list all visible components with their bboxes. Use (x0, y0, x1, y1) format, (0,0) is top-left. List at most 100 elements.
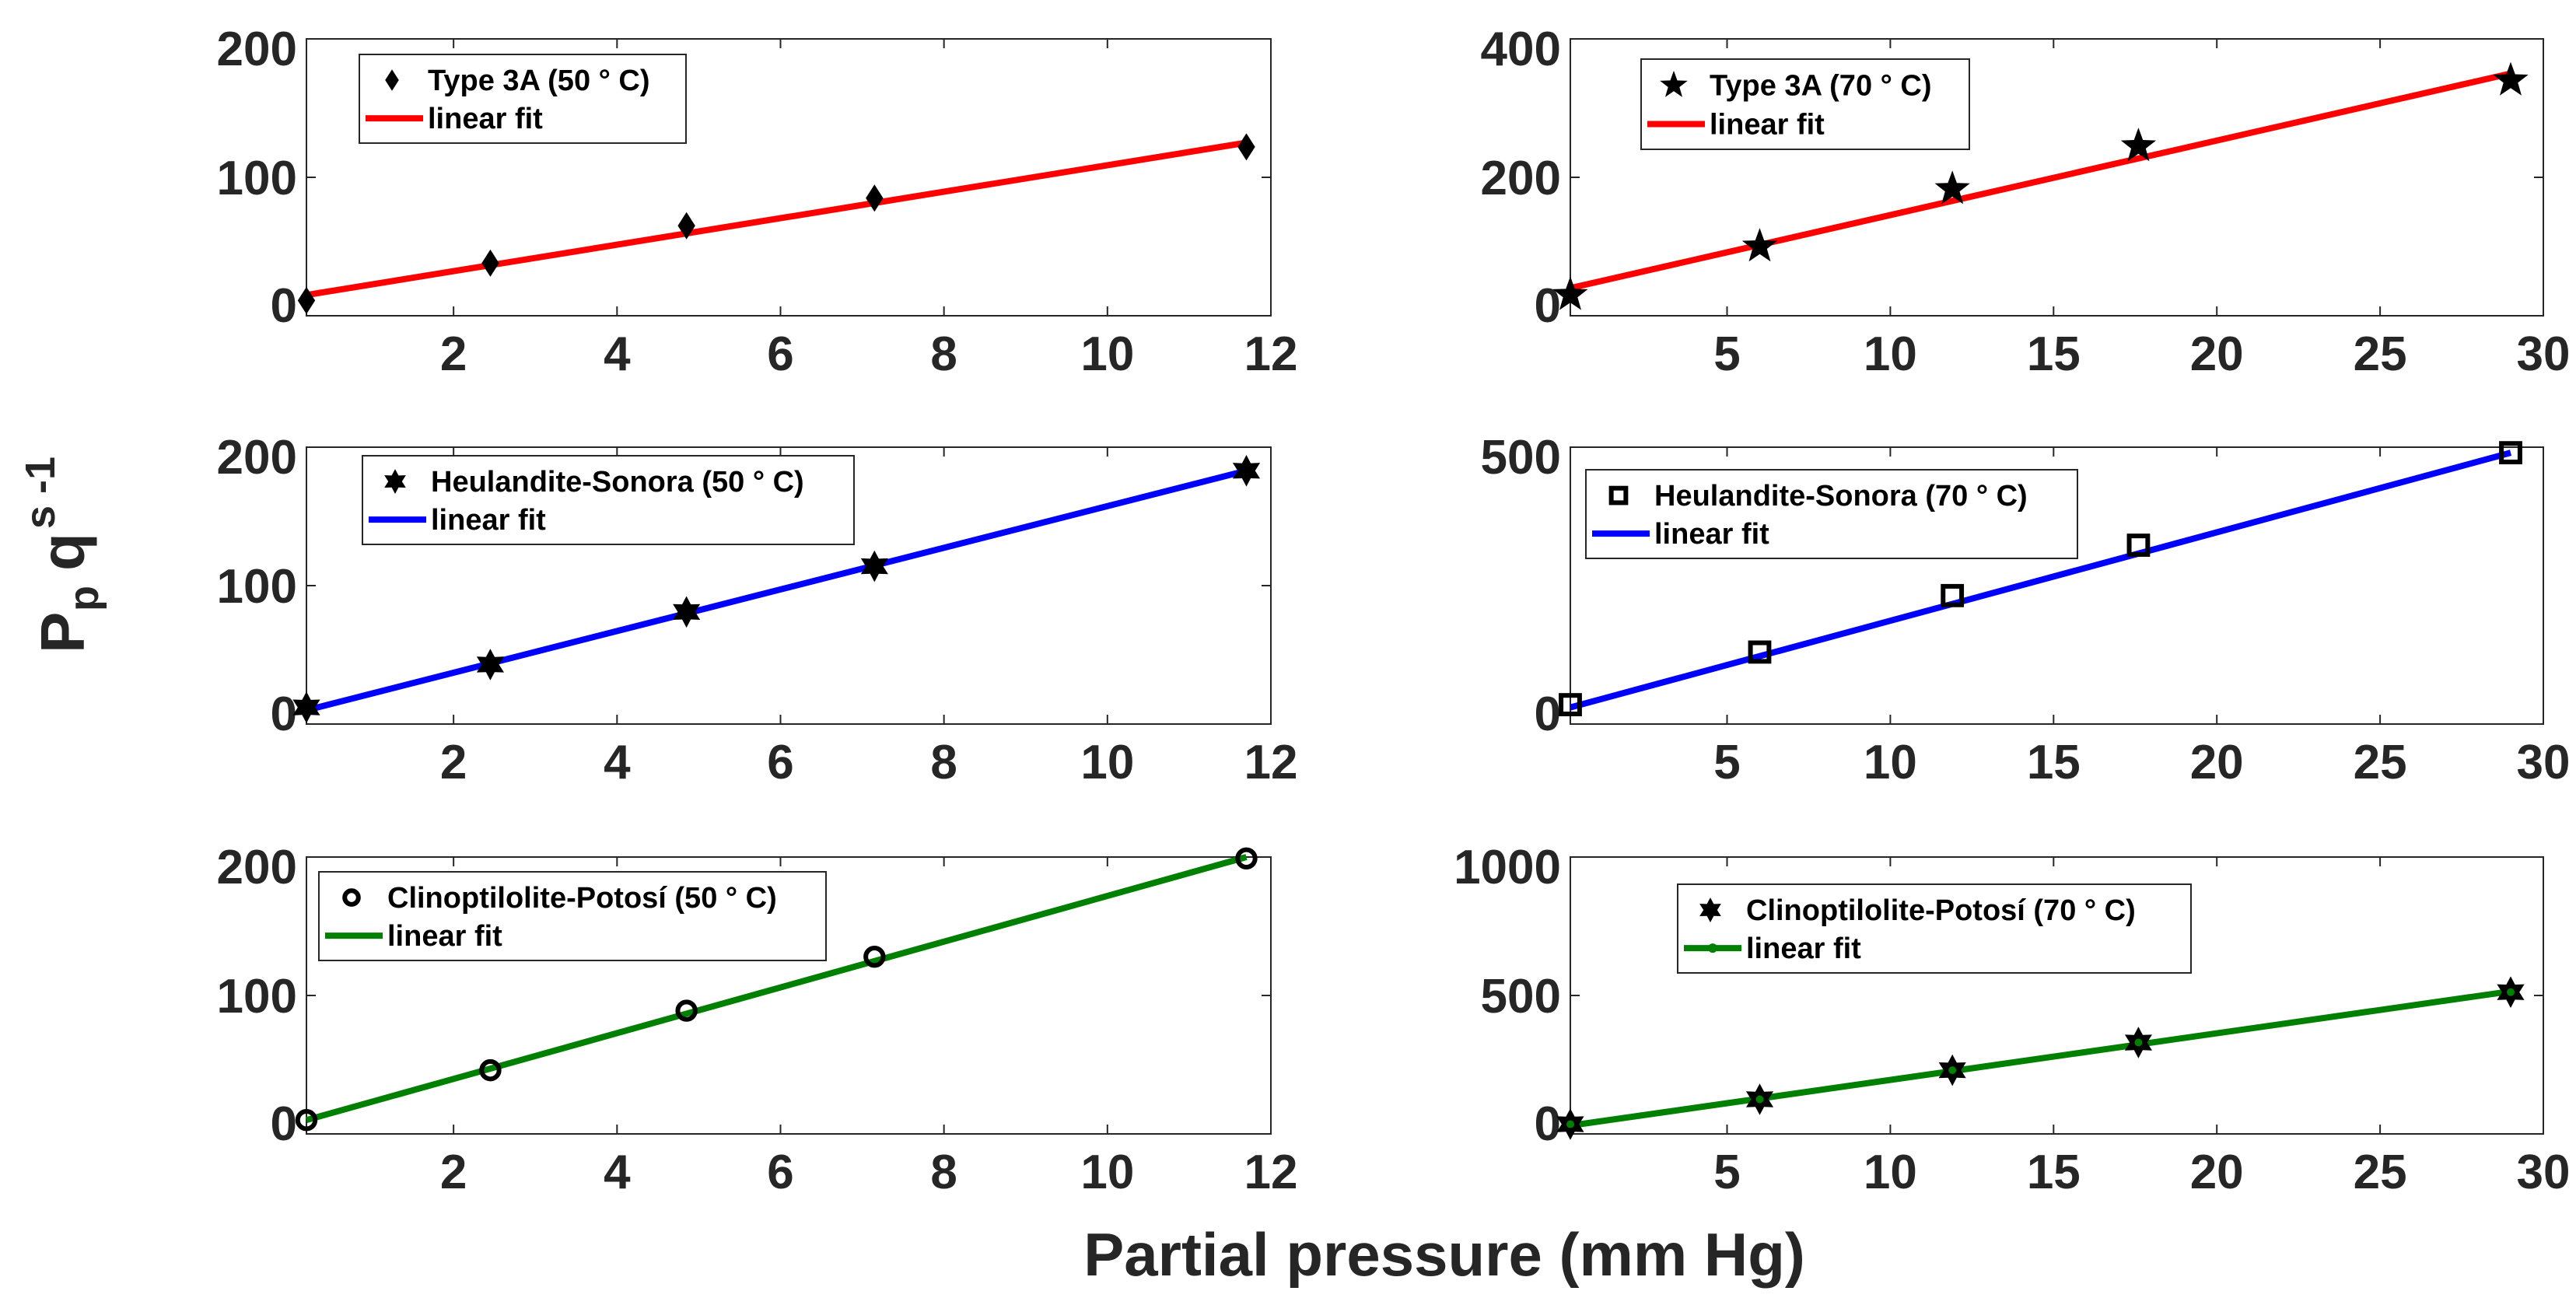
legend: Type 3A (70 ° C) linear fit (1640, 58, 1970, 150)
data-point (866, 184, 884, 212)
legend-label-data: Type 3A (70 ° C) (1710, 70, 1931, 103)
x-tick-label: 30 (2517, 1146, 2571, 1199)
legend-box (318, 871, 827, 961)
legend-label-fit: linear fit (428, 103, 543, 135)
legend: Heulandite-Sonora (70 ° C) linear fit (1585, 469, 2078, 559)
legend-label-fit: linear fit (431, 504, 546, 537)
legend-marker (1660, 70, 1688, 97)
y-axis-title-sup: s -1 (17, 457, 64, 529)
x-tick-label: 12 (1244, 736, 1298, 789)
fit-line-marker (2507, 988, 2515, 996)
x-tick-label: 15 (2027, 736, 2081, 789)
y-tick-label: 200 (217, 431, 297, 485)
y-axis-title-p: P (28, 612, 97, 653)
fit-line-marker (1755, 1095, 1764, 1104)
y-tick-label: 0 (1535, 1097, 1561, 1151)
data-point (479, 1058, 502, 1082)
x-tick-label: 2 (440, 736, 467, 789)
legend-label-fit: linear fit (387, 920, 502, 953)
x-axis-title: Partial pressure (mm Hg) (1083, 1220, 1805, 1289)
legend-marker (384, 469, 406, 494)
data-point (297, 286, 316, 314)
panel-type3a-50: 2 4 6 8 10 12 0 100 200 Type 3A (50 ° C) linear fi… (217, 23, 1298, 381)
legend-label-data: Clinoptilolite-Potosí (70 ° C) (1746, 894, 2136, 927)
x-tick-label: 4 (604, 327, 631, 381)
x-tick-label: 30 (2517, 327, 2571, 381)
legend: Type 3A (50 ° C) linear fit (359, 54, 687, 144)
y-tick-label: 200 (1481, 152, 1561, 205)
data-point (2126, 534, 2151, 557)
x-tick-label: 20 (2190, 736, 2244, 789)
y-tick-label: 200 (217, 841, 297, 894)
x-tick-label: 6 (767, 736, 793, 789)
x-tick-label: 6 (767, 327, 793, 381)
fit-line (306, 139, 1248, 299)
y-tick-label: 400 (1481, 23, 1561, 76)
x-tick-label: 2 (440, 1146, 467, 1199)
x-tick-label: 5 (1713, 327, 1740, 381)
x-tick-label: 2 (440, 327, 467, 381)
data-point (860, 550, 888, 583)
data-point (292, 691, 320, 723)
x-tick-label: 10 (1864, 1146, 1917, 1199)
x-tick-label: 20 (2190, 327, 2244, 381)
y-tick-label: 500 (1481, 431, 1561, 485)
legend-label-fit: linear fit (1654, 518, 1769, 551)
data-point (2493, 61, 2529, 96)
panel-heulandite-50: 2 4 6 8 10 12 0 100 200 Heulandite-Sonora (50 ° C… (217, 431, 1298, 789)
legend-label-data: Clinoptilolite-Potosí (50 ° C) (387, 882, 777, 915)
x-tick-label: 5 (1713, 1146, 1740, 1199)
legend-box (1640, 58, 1970, 150)
legend-label-fit: linear fit (1710, 109, 1825, 142)
legend-marker (342, 888, 361, 907)
fit-line-marker (1948, 1066, 1957, 1075)
data-point (1552, 276, 1588, 310)
x-tick-label: 10 (1080, 1146, 1134, 1199)
fit-line (305, 854, 1248, 1124)
legend-box (1677, 883, 2192, 974)
x-tick-label: 5 (1713, 736, 1740, 789)
x-tick-label: 25 (2354, 736, 2407, 789)
data-point (1741, 228, 1778, 262)
x-tick-label: 8 (930, 736, 957, 789)
x-tick-label: 6 (767, 1146, 793, 1199)
data-point (677, 212, 695, 240)
data-point (476, 649, 504, 680)
y-tick-label: 0 (271, 1097, 297, 1151)
legend-line-marker (1708, 943, 1717, 953)
legend-label-data: Type 3A (50 ° C) (428, 65, 649, 97)
legend-marker (385, 69, 399, 91)
fit-line (306, 467, 1248, 714)
y-axis-title-q: q (28, 533, 97, 571)
legend-box (359, 54, 687, 144)
x-tick-label: 20 (2190, 1146, 2244, 1199)
fit-line (1570, 70, 2511, 292)
data-point (1237, 133, 1255, 161)
y-tick-label: 200 (217, 23, 297, 76)
legend-box (1585, 469, 2078, 559)
y-tick-label: 0 (1535, 279, 1561, 333)
x-tick-label: 10 (1864, 736, 1917, 789)
x-tick-label: 10 (1080, 327, 1134, 381)
data-point (481, 249, 499, 277)
y-tick-label: 500 (1481, 970, 1561, 1023)
data-point (295, 1109, 318, 1132)
legend: Heulandite-Sonora (50 ° C) linear fit (362, 455, 855, 545)
legend-label-data: Heulandite-Sonora (70 ° C) (1654, 480, 2028, 513)
y-tick-label: 100 (217, 970, 297, 1023)
data-point (2499, 441, 2522, 465)
data-point (1748, 640, 1772, 664)
legend: Clinoptilolite-Potosí (50 ° C) linear fit (318, 871, 827, 961)
panel-heulandite-70: 5 10 15 20 25 30 0 500 Heulandite-Sonora (70 ° C… (1481, 431, 2571, 789)
panel-clinoptilolite-70: 5 10 15 20 25 30 0 500 1000 Clinoptilolite-Potosí… (1454, 841, 2570, 1199)
y-tick-label: 0 (1535, 687, 1561, 741)
data-point (1235, 847, 1258, 869)
y-tick-label: 0 (271, 687, 297, 741)
legend-marker (1699, 897, 1721, 922)
y-tick-label: 100 (217, 560, 297, 614)
legend-marker (1608, 485, 1629, 506)
x-tick-label: 10 (1080, 736, 1134, 789)
data-point (1941, 583, 1965, 607)
x-tick-label: 12 (1244, 327, 1298, 381)
